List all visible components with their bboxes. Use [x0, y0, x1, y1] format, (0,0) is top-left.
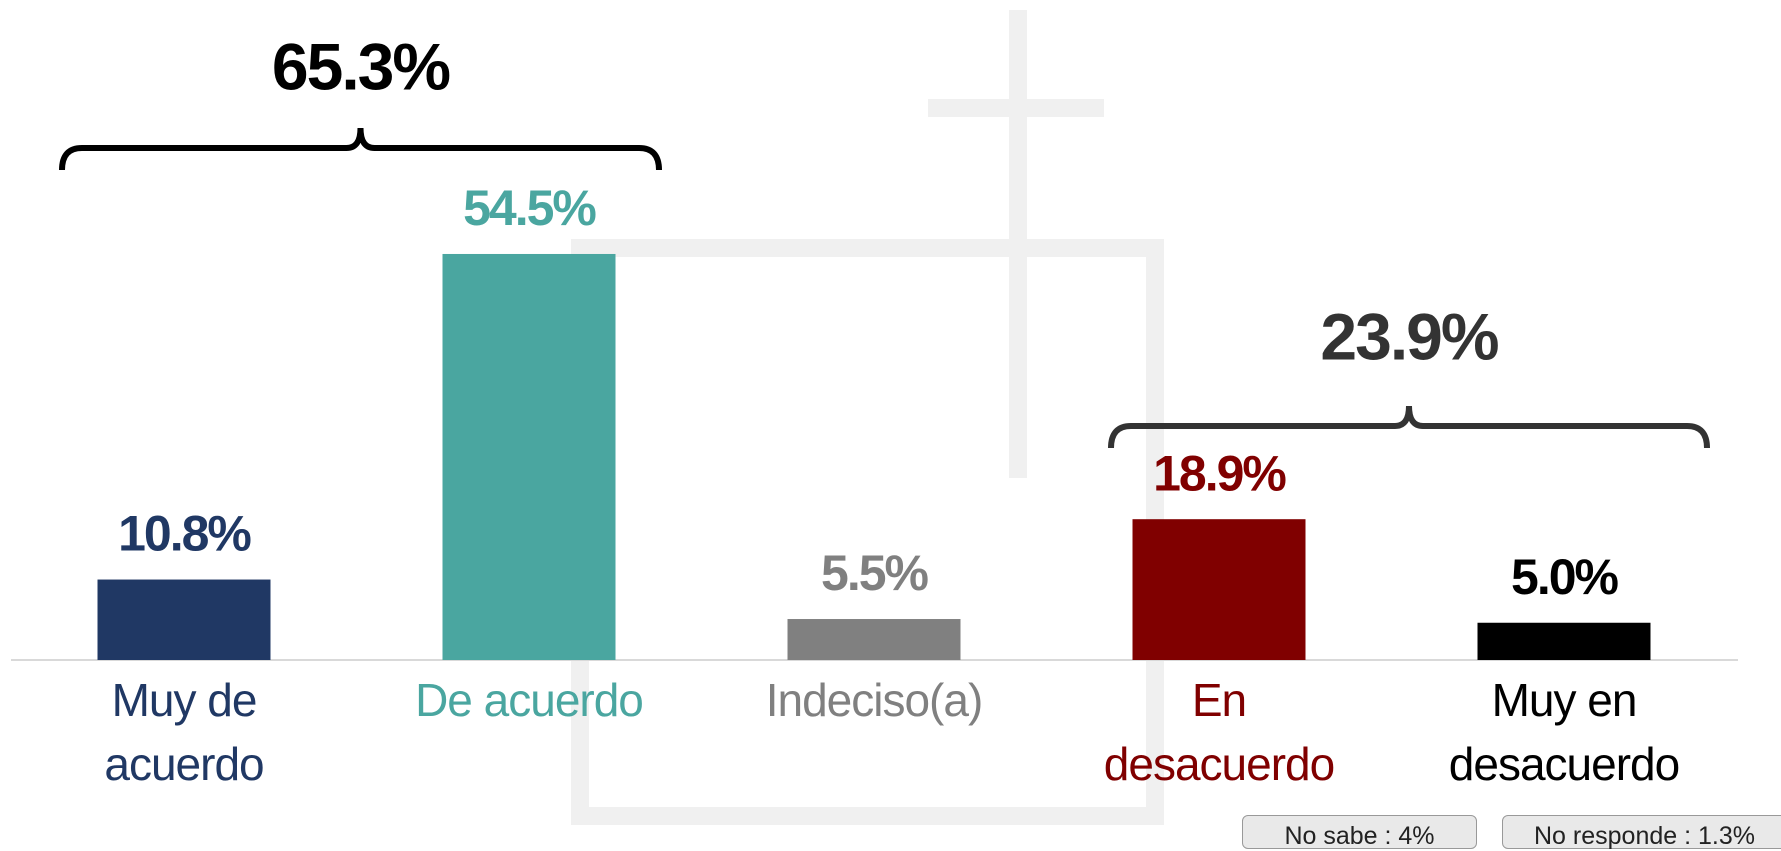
category-label: De acuerdo [415, 674, 644, 726]
value-label: 54.5% [463, 180, 596, 236]
category-label: Indeciso(a) [765, 674, 984, 726]
annotation: 65.3% [272, 29, 449, 103]
value-label: 10.8% [118, 506, 251, 562]
bar [1477, 622, 1651, 660]
category-label: Muy de acuerdo [104, 674, 264, 790]
value-label: 18.9% [1153, 445, 1286, 501]
annotation: 23.9% [1320, 299, 1497, 373]
bar [442, 253, 616, 660]
brace [59, 127, 662, 171]
value-label: 5.0% [1511, 549, 1619, 605]
bar [787, 619, 961, 660]
category-label: Muy en desacuerdo [1448, 674, 1680, 790]
note: No sabe : 4% [1242, 815, 1477, 850]
note: No responde : 1.3% [1502, 815, 1781, 850]
category-label: En desacuerdo [1103, 674, 1335, 790]
brace [1108, 405, 1710, 449]
bar [97, 579, 271, 660]
bar [1132, 519, 1306, 660]
value-label: 5.5% [821, 545, 929, 601]
